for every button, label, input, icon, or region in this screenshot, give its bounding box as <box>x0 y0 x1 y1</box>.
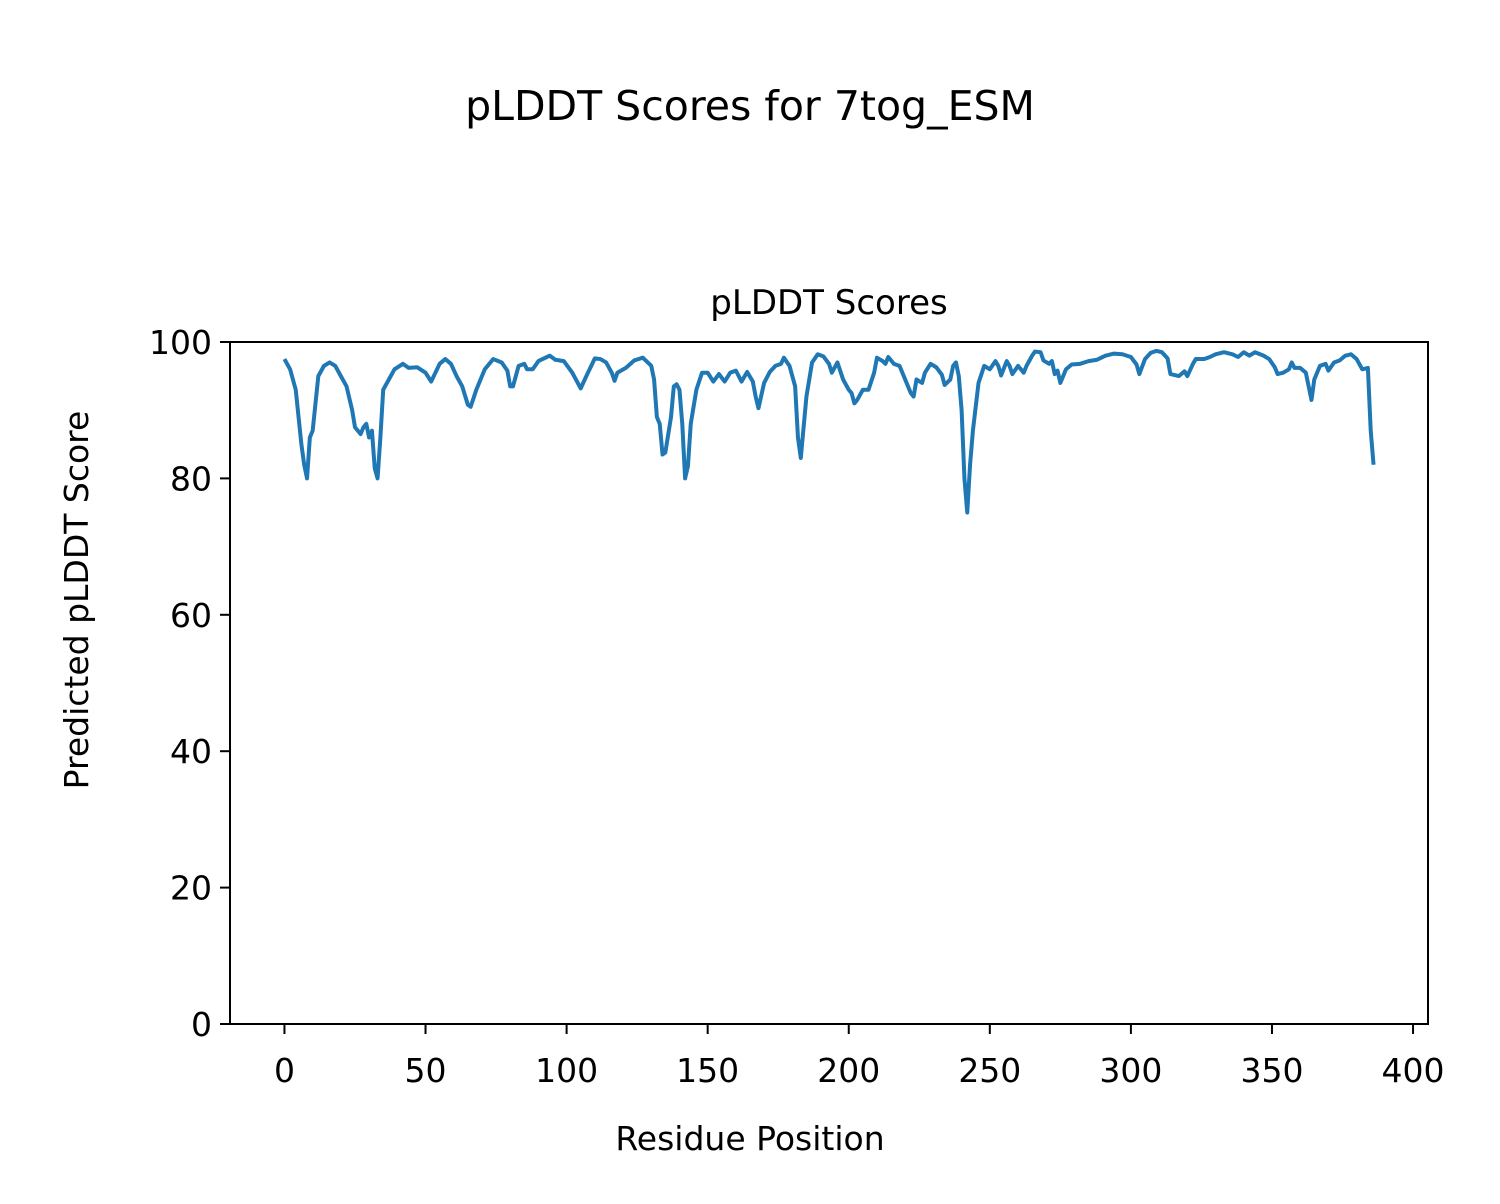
y-tick-label: 40 <box>170 732 212 771</box>
x-tick-label: 0 <box>274 1051 295 1090</box>
x-tick-label: 300 <box>1099 1051 1162 1090</box>
x-tick-label: 350 <box>1240 1051 1303 1090</box>
x-axis-label: Residue Position <box>615 1119 884 1158</box>
data-line <box>282 348 1376 515</box>
y-tick-label: 0 <box>191 1005 212 1044</box>
y-tick-label: 20 <box>170 869 212 908</box>
plot-frame <box>229 341 1429 1025</box>
x-tick-label: 100 <box>535 1051 598 1090</box>
figure-title: pLDDT Scores for 7tog_ESM <box>465 82 1035 130</box>
x-tick-label: 150 <box>676 1051 739 1090</box>
x-tick-label: 400 <box>1382 1051 1445 1090</box>
x-tick-label: 250 <box>958 1051 1021 1090</box>
y-tick-label: 100 <box>149 323 212 362</box>
y-tick-label: 80 <box>170 459 212 498</box>
chart-title: pLDDT Scores <box>710 283 947 323</box>
y-axis-label: Predicted pLDDT Score <box>57 411 96 790</box>
x-tick-label: 50 <box>405 1051 447 1090</box>
x-tick-label: 200 <box>817 1051 880 1090</box>
y-tick-label: 60 <box>170 596 212 635</box>
